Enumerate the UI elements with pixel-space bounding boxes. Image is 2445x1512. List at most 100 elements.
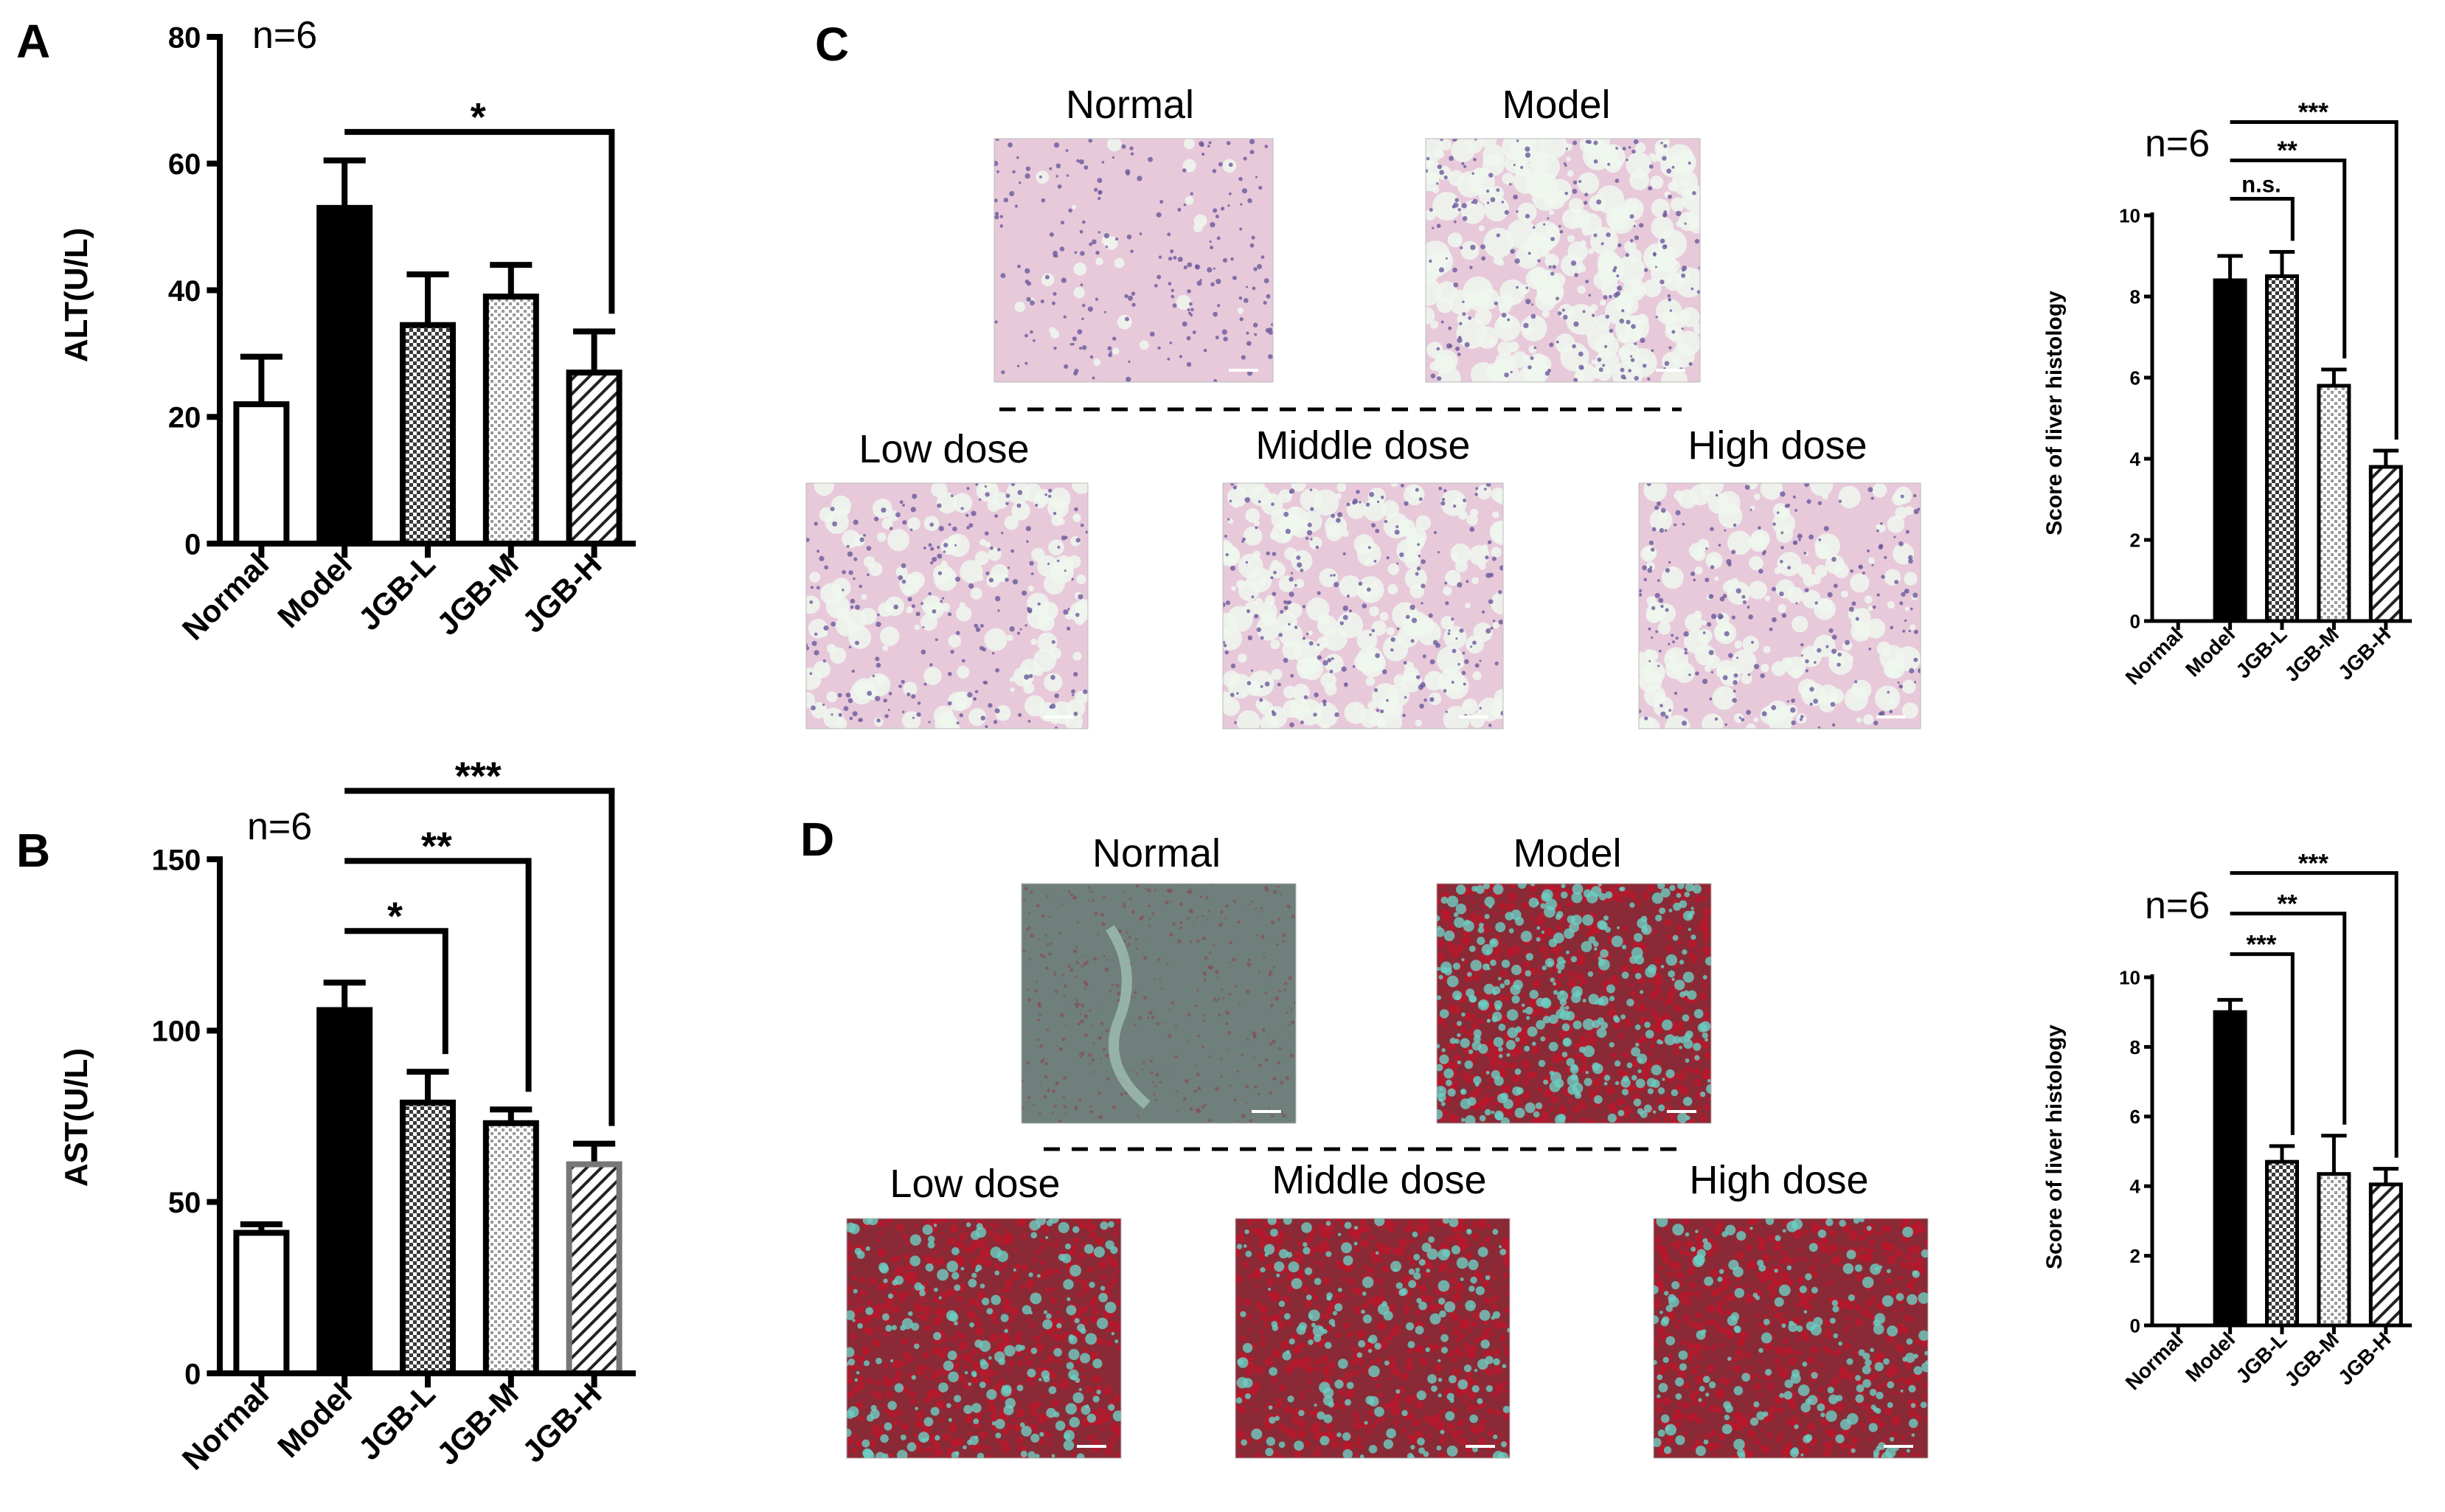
bar-jgb-l — [2265, 1159, 2299, 1328]
y-tick-label: 20 — [168, 402, 201, 434]
y-tick-label: 60 — [168, 148, 201, 181]
significance-label: ** — [2278, 136, 2298, 165]
bar-model — [316, 1007, 373, 1377]
bar-jgb-m — [2317, 384, 2351, 623]
x-tick-label: JGB-L — [352, 1376, 442, 1466]
y-tick-label: 8 — [2130, 1036, 2140, 1058]
bar-jgb-l — [400, 1099, 456, 1376]
bar-jgb-l — [2265, 274, 2299, 623]
significance-label: *** — [2298, 849, 2328, 878]
x-tick-label: Model — [2181, 1328, 2239, 1386]
micrograph-label-c-high: High dose — [1688, 423, 1867, 468]
y-tick-label: 2 — [2130, 1245, 2140, 1267]
y-tick-label: 0 — [2130, 1314, 2140, 1336]
bar-jgb-h — [2368, 465, 2403, 623]
x-tick-label: Model — [271, 547, 358, 634]
significance-bracket — [2230, 871, 2399, 1158]
significance-label: ** — [2278, 889, 2298, 918]
y-tick-label: 0 — [184, 1358, 201, 1390]
bar-jgb-h — [566, 1161, 622, 1376]
y-tick-label: 40 — [168, 275, 201, 308]
significance-bracket — [344, 858, 532, 1092]
bar-jgb-m — [482, 294, 539, 547]
micrograph-label-c-low: Low dose — [859, 427, 1029, 471]
micrograph-d-normal — [1021, 883, 1297, 1124]
y-tick-label: 6 — [2130, 367, 2140, 389]
significance-label: *** — [2298, 98, 2328, 127]
micrograph-label-d-middle: Middle dose — [1272, 1158, 1486, 1202]
y-axis-label: Score of liver histology — [2042, 291, 2067, 535]
y-tick-label: 0 — [2130, 610, 2140, 632]
x-tick-label: JGB-H — [2334, 1328, 2396, 1390]
bar-model — [2213, 1010, 2247, 1328]
significance-bracket — [2230, 912, 2347, 1125]
micrograph-label-d-model: Model — [1513, 831, 1621, 875]
x-tick-label: JGB-H — [516, 1376, 608, 1469]
bar-model — [316, 204, 373, 547]
sample-size-label: n=6 — [2145, 122, 2210, 165]
significance-label: * — [471, 95, 486, 139]
x-tick-label: JGB-L — [2231, 623, 2291, 682]
y-axis-label: ALT(U/L) — [58, 228, 94, 362]
x-tick-label: JGB-H — [516, 547, 608, 639]
y-tick-label: 50 — [168, 1187, 201, 1219]
y-tick-label: 8 — [2130, 285, 2140, 308]
micrograph-label-c-middle: Middle dose — [1255, 423, 1470, 468]
bar-jgb-m — [2317, 1172, 2351, 1328]
panel-letter-c: C — [815, 18, 849, 71]
micrograph-c-middle-dose — [1222, 482, 1504, 729]
y-axis-label: AST(U/L) — [58, 1048, 94, 1187]
bar-jgb-l — [400, 322, 456, 547]
significance-bracket — [2230, 120, 2399, 440]
y-tick-label: 150 — [152, 844, 201, 876]
micrograph-d-model — [1436, 883, 1712, 1124]
sample-size-label: n=6 — [2145, 884, 2210, 927]
significance-bracket — [344, 928, 448, 1055]
micrograph-label-d-high: High dose — [1689, 1158, 1868, 1202]
bar-jgb-h — [566, 370, 622, 547]
y-tick-label: 0 — [184, 528, 201, 561]
y-tick-label: 4 — [2130, 1176, 2141, 1198]
x-tick-label: JGB-M — [2280, 1328, 2343, 1391]
sample-size-label: n=6 — [247, 805, 312, 848]
significance-label: * — [387, 894, 403, 938]
y-tick-label: 6 — [2130, 1106, 2140, 1128]
panel-letter-b: B — [16, 824, 50, 877]
bar-normal — [233, 401, 290, 547]
x-tick-label: JGB-H — [2334, 623, 2396, 684]
x-tick-label: Normal — [2121, 623, 2188, 689]
micrograph-c-low-dose — [805, 482, 1089, 729]
micrograph-c-model — [1425, 138, 1701, 383]
significance-label: ** — [421, 824, 452, 868]
x-tick-label: JGB-M — [430, 547, 525, 642]
y-tick-label: 10 — [2119, 204, 2140, 226]
x-tick-label: Model — [271, 1376, 358, 1464]
x-tick-label: JGB-M — [2280, 623, 2343, 686]
y-tick-label: 80 — [168, 21, 201, 54]
significance-bracket — [2230, 952, 2295, 1135]
micrograph-d-middle-dose — [1235, 1218, 1511, 1459]
y-tick-label: 10 — [2119, 966, 2140, 988]
significance-bracket — [2230, 197, 2295, 241]
significance-label: n.s. — [2241, 171, 2281, 197]
sample-size-label: n=6 — [252, 14, 317, 57]
panel-letter-a: A — [16, 15, 50, 68]
x-tick-label: Normal — [176, 1376, 276, 1477]
micrograph-label-c-normal: Normal — [1066, 83, 1194, 127]
x-tick-label: Normal — [176, 547, 276, 647]
micrograph-label-c-model: Model — [1502, 83, 1610, 127]
bar-jgb-h — [2368, 1182, 2403, 1328]
micrograph-c-high-dose — [1638, 482, 1921, 729]
x-tick-label: JGB-L — [352, 547, 442, 637]
micrograph-d-low-dose — [846, 1218, 1122, 1459]
micrograph-label-d-low: Low dose — [889, 1162, 1060, 1206]
y-tick-label: 4 — [2130, 448, 2141, 470]
y-tick-label: 100 — [152, 1016, 201, 1048]
x-tick-label: Normal — [2121, 1328, 2188, 1394]
y-tick-label: 2 — [2130, 529, 2140, 551]
